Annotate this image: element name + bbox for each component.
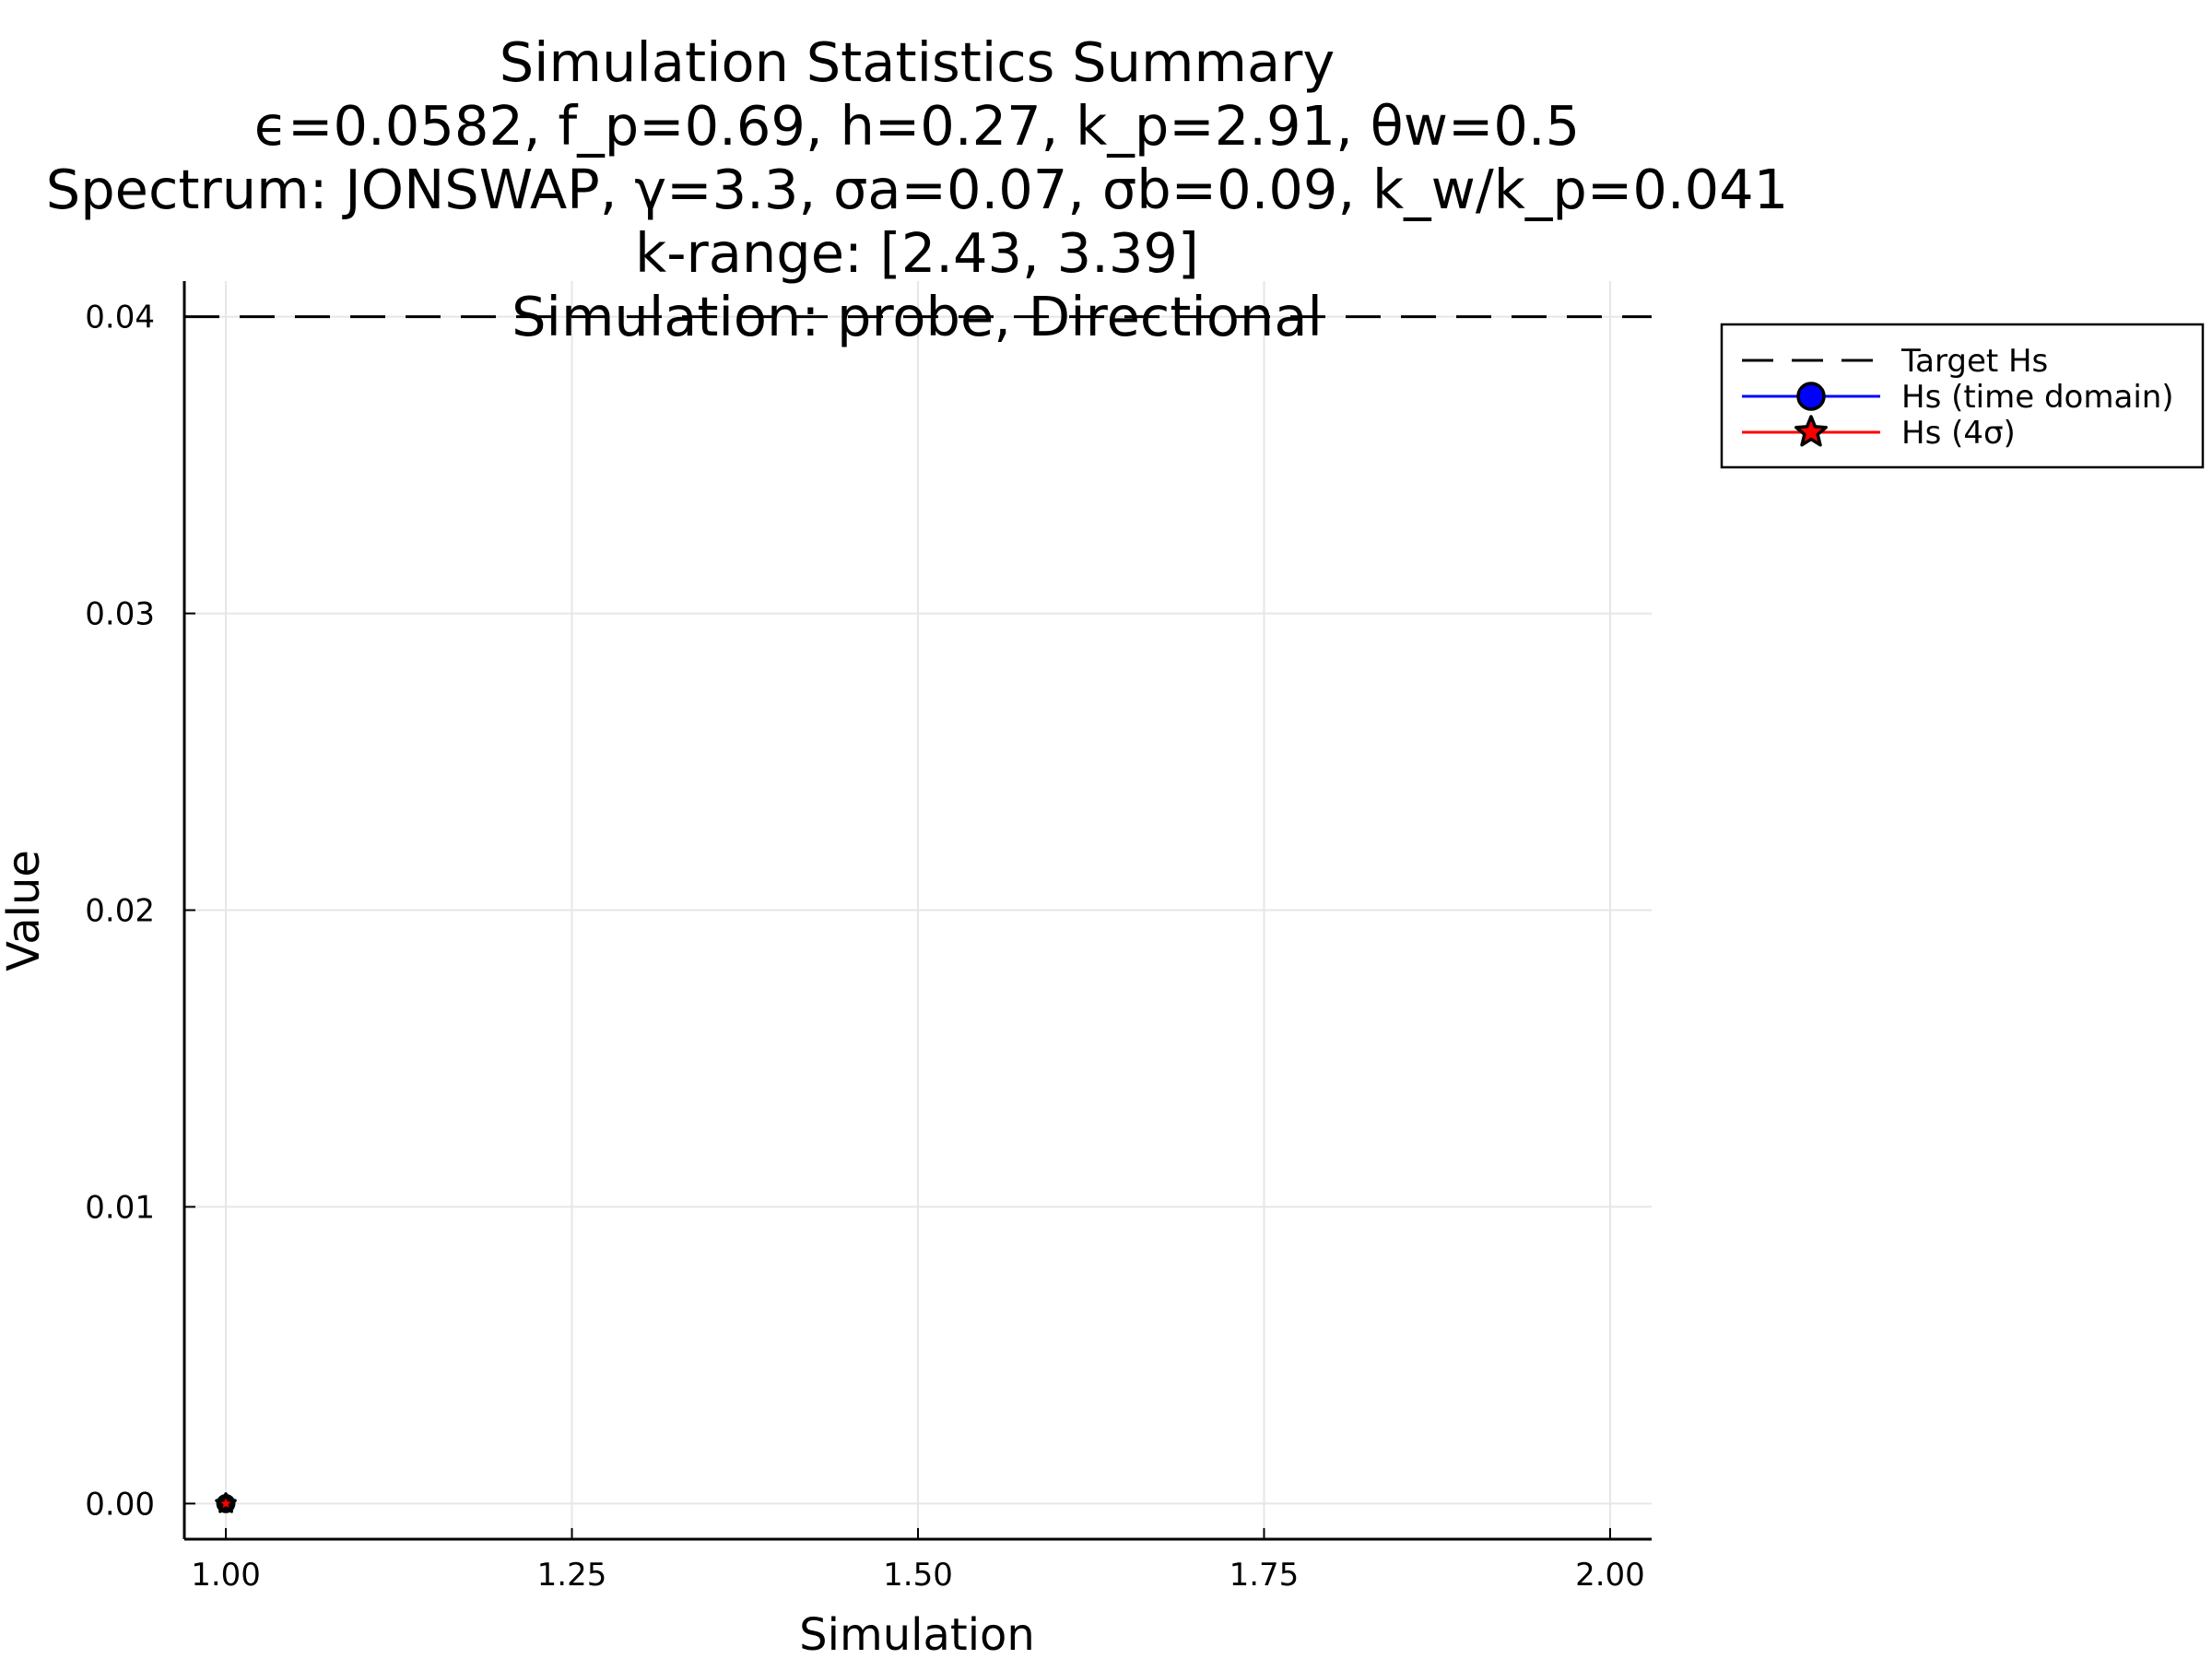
x-tick-label: 1.75 (1230, 1557, 1300, 1594)
plot-series (215, 1492, 237, 1513)
legend-item: Hs (time domain) (1742, 379, 2174, 416)
y-tick-label: 0.03 (85, 596, 155, 633)
title-line-2: ϵ=0.0582, f_p=0.69, h=0.27, k_p=2.91, θw… (254, 94, 1580, 158)
series-2 (215, 1492, 237, 1513)
x-tick-label: 1.00 (191, 1557, 261, 1594)
x-axis-label: Simulation (799, 1609, 1035, 1659)
legend-marker (1794, 415, 1828, 447)
y-tick-label: 0.01 (85, 1189, 155, 1226)
x-tick-label: 1.50 (883, 1557, 953, 1594)
y-tick-label: 0.02 (85, 893, 155, 930)
legend-item: Target Hs (1742, 343, 2048, 380)
legend-label: Target Hs (1900, 343, 2048, 380)
title-line-5: Simulation: probe, Directional (512, 285, 1323, 348)
title-line-1: Simulation Statistics Summary (500, 30, 1335, 94)
y-tick-label: 0.00 (85, 1486, 155, 1523)
y-tick-label: 0.04 (85, 300, 155, 336)
legend-marker (1796, 382, 1826, 411)
y-axis-label: Value (0, 850, 50, 971)
legend-label: Hs (time domain) (1901, 379, 2174, 416)
x-tick-label: 1.25 (537, 1557, 607, 1594)
legend-label: Hs (4σ) (1901, 415, 2016, 452)
legend-item: Hs (4σ) (1742, 415, 2016, 452)
data-point (215, 1492, 237, 1513)
title-line-4: k-range: [2.43, 3.39] (635, 221, 1199, 285)
chart-title: Simulation Statistics Summary ϵ=0.0582, … (46, 30, 1788, 348)
x-tick-label: 2.00 (1575, 1557, 1645, 1594)
ticks: 1.00 1.25 1.50 1.75 2.00 0.00 0.01 0.02 0.03 0.04 (85, 300, 1644, 1594)
title-line-3: Spectrum: JONSWAP, γ=3.3, σa=0.07, σb=0.… (46, 158, 1788, 221)
